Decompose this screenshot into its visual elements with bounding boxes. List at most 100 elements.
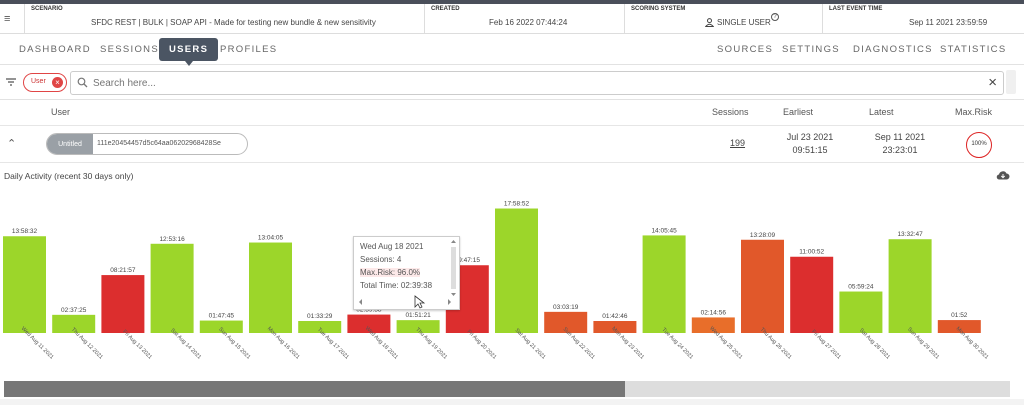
- chart-tooltip: Wed Aug 18 2021 Sessions: 4 Max.Risk: 96…: [353, 236, 460, 310]
- chevron-up-icon[interactable]: ⌃: [7, 138, 17, 150]
- created-column: CREATED Feb 16 2022 07:44:24: [424, 4, 624, 34]
- tooltip-max-risk: Max.Risk: 96.0%: [360, 268, 421, 277]
- search-input[interactable]: [93, 75, 973, 91]
- bar-value-label: 01:42:46: [602, 313, 628, 320]
- chart-bar[interactable]: [347, 314, 391, 333]
- cloud-download-icon[interactable]: [996, 170, 1010, 180]
- bar-value-label: 13:04:05: [258, 235, 284, 242]
- latest-date: Sep 11 2021: [874, 132, 926, 142]
- tab-sources[interactable]: SOURCES: [717, 44, 774, 55]
- filter-search-row: User × ×: [0, 66, 1024, 100]
- close-icon[interactable]: ×: [52, 77, 63, 88]
- tab-diagnostics[interactable]: DIAGNOSTICS: [853, 44, 933, 55]
- chart-bar[interactable]: [52, 314, 96, 333]
- chart-bar[interactable]: [101, 275, 145, 333]
- scoring-column: SCORING SYSTEM SINGLE USER ?: [624, 4, 822, 34]
- vertical-scrollbar[interactable]: [1006, 70, 1016, 94]
- chart-bar[interactable]: [544, 311, 588, 333]
- bar-value-label: 12:53:16: [159, 236, 185, 243]
- chart-bar[interactable]: [3, 236, 46, 333]
- created-label: CREATED: [431, 6, 460, 12]
- chart-bar[interactable]: [593, 321, 637, 333]
- top-bar: [0, 0, 1024, 4]
- bar-value-label: 05:59:24: [848, 284, 874, 291]
- bar-value-label: 14:05:45: [651, 227, 677, 234]
- max-risk-badge: 100%: [966, 132, 992, 158]
- col-user: User: [51, 107, 71, 117]
- tab-sessions[interactable]: SESSIONS: [100, 44, 159, 55]
- last-event-column: LAST EVENT TIME Sep 11 2021 23:59:59: [822, 4, 1024, 34]
- chart-bar[interactable]: [199, 320, 243, 333]
- chart-bar[interactable]: [741, 239, 784, 333]
- user-icon: [705, 18, 714, 27]
- tooltip-scrollbar[interactable]: [450, 239, 457, 299]
- col-latest: Latest: [869, 107, 894, 117]
- x-tick-label: Fri Aug 13 2021: [121, 329, 153, 361]
- chart-bar[interactable]: [249, 242, 292, 333]
- tab-dashboard[interactable]: DASHBOARD: [19, 44, 91, 55]
- x-tick-label: Fri Aug 20 2021: [466, 329, 498, 361]
- chart-bar[interactable]: [839, 291, 883, 333]
- created-value: Feb 16 2022 07:44:24: [489, 18, 568, 27]
- untitled-badge: Untitled: [47, 134, 93, 154]
- tooltip-date: Wed Aug 18 2021: [360, 242, 424, 251]
- menu-icon[interactable]: ≡: [4, 13, 11, 25]
- chart-bar[interactable]: [495, 208, 538, 333]
- footer-strip: [0, 399, 1024, 405]
- bar-value-label: 13:32:47: [897, 231, 923, 238]
- clear-search-icon[interactable]: ×: [988, 74, 997, 91]
- chart-horizontal-scrollbar[interactable]: [4, 381, 1010, 397]
- user-pill[interactable]: Untitled 111e20454457d5c64aa06202968428S…: [46, 133, 248, 155]
- table-row[interactable]: ⌃ Untitled 111e20454457d5c64aa0620296842…: [0, 126, 1024, 163]
- scenario-value: SFDC REST | BULK | SOAP API - Made for t…: [91, 18, 376, 27]
- chart-bar[interactable]: [691, 317, 735, 333]
- chart-bar[interactable]: [790, 256, 834, 333]
- earliest-time: 09:51:15: [792, 145, 828, 155]
- scoring-value: SINGLE USER: [717, 18, 771, 27]
- latest-cell: Sep 11 2021 23:23:01: [870, 131, 930, 157]
- bar-value-label: 11:00:52: [799, 249, 824, 256]
- x-tick-label: Fri Aug 27 2021: [810, 329, 842, 361]
- chart-bar[interactable]: [298, 321, 342, 333]
- bar-value-label: 01:51:21: [405, 312, 431, 319]
- chart-bar[interactable]: [888, 239, 932, 333]
- bar-value-label: 13:28:09: [750, 232, 776, 239]
- search-box: ×: [70, 71, 1004, 95]
- bar-value-label: 08:21:57: [110, 267, 136, 274]
- tooltip-h-scrollbar[interactable]: [359, 298, 451, 306]
- users-table-header: User Sessions Earliest Latest Max.Risk: [0, 100, 1024, 126]
- tooltip-sessions: Sessions: 4: [360, 255, 402, 264]
- scenario-info-bar: ≡ SCENARIO SFDC REST | BULK | SOAP API -…: [0, 4, 1024, 34]
- scenario-column: SCENARIO SFDC REST | BULK | SOAP API - M…: [24, 4, 424, 34]
- tooltip-total-time: Total Time: 02:39:38: [360, 281, 433, 290]
- bar-value-label: 02:39:38: [356, 307, 382, 314]
- cursor-icon: [414, 295, 426, 309]
- col-max-risk: Max.Risk: [955, 107, 993, 117]
- scoring-label: SCORING SYSTEM: [631, 6, 686, 12]
- tab-profiles[interactable]: PROFILES: [220, 44, 278, 55]
- filter-icon[interactable]: [5, 76, 17, 88]
- bar-value-label: 13:58:32: [12, 228, 38, 235]
- chart-bar[interactable]: [150, 243, 194, 333]
- search-icon: [77, 77, 88, 88]
- tab-users[interactable]: USERS: [159, 38, 219, 66]
- chart-bar[interactable]: [396, 320, 440, 333]
- scroll-thumb[interactable]: [4, 381, 625, 397]
- chart-bar[interactable]: [937, 320, 981, 333]
- chart-title: Daily Activity (recent 30 days only): [4, 171, 134, 181]
- user-id: 111e20454457d5c64aa06202968428Se: [97, 140, 221, 147]
- tab-statistics[interactable]: STATISTICS: [940, 44, 1007, 55]
- bar-value-label: 01:52: [951, 312, 968, 319]
- chart-bar[interactable]: [642, 235, 686, 333]
- bar-value-label: 01:47:45: [209, 313, 235, 320]
- filter-chip-user[interactable]: User ×: [23, 73, 67, 92]
- help-icon[interactable]: ?: [771, 13, 779, 21]
- bar-value-label: 02:37:25: [61, 307, 87, 314]
- bar-value-label: 02:14:56: [701, 309, 727, 316]
- bar-value-label: 03:03:19: [553, 304, 579, 311]
- col-sessions: Sessions: [712, 107, 749, 117]
- sessions-count-link[interactable]: 199: [730, 138, 746, 148]
- scenario-label: SCENARIO: [31, 6, 63, 12]
- tab-settings[interactable]: SETTINGS: [782, 44, 840, 55]
